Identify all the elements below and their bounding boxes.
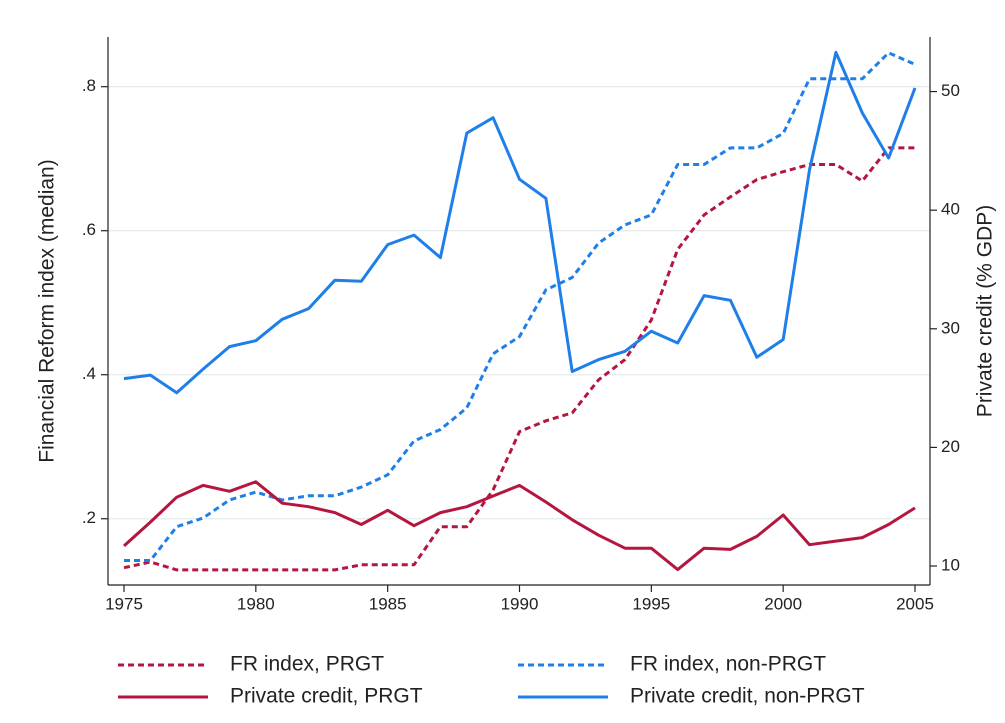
x-tick-label: 2005 [896,594,934,613]
series-line [122,480,916,572]
y2-tick-label: 30 [941,318,960,337]
y-tick-label: .8 [82,76,96,95]
y2-tick-label: 10 [941,556,960,575]
legend-label: Private credit, non-PRGT [630,685,865,708]
legend-label: FR index, non-PRGT [630,653,826,676]
x-tick-label: 2000 [764,594,802,613]
y-tick-label: .6 [82,220,96,239]
x-tick-label: 1980 [237,594,275,613]
y-tick-label: .4 [82,364,96,383]
series-line [123,50,917,395]
series-line [124,51,916,562]
series-line [123,146,915,572]
legend-label: FR index, PRGT [230,653,384,676]
x-tick-label: 1975 [105,594,143,613]
x-tick-label: 1990 [501,594,539,613]
y2-axis-title: Private credit (% GDP) [974,205,997,417]
y2-tick-label: 50 [941,81,960,100]
y2-tick-label: 20 [941,437,960,456]
x-tick-label: 1985 [369,594,407,613]
y2-tick-label: 40 [941,200,960,219]
legend-label: Private credit, PRGT [230,685,423,708]
y-axis-title: Financial Reform index (median) [36,159,59,462]
y-tick-label: .2 [82,508,96,527]
x-tick-label: 1995 [632,594,670,613]
